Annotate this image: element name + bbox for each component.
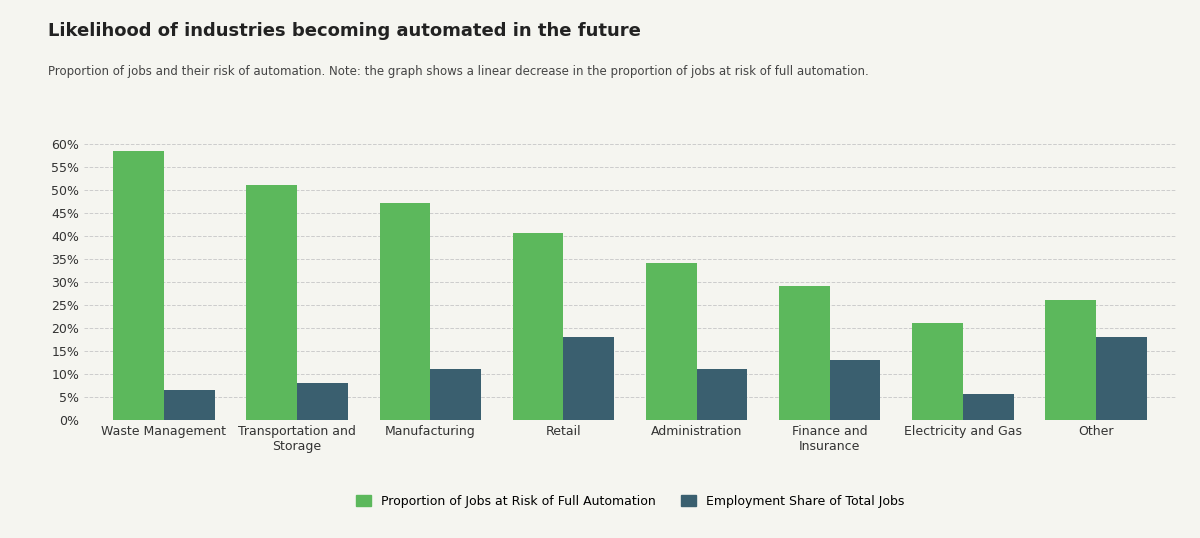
- Bar: [779, 286, 829, 420]
- Bar: [113, 151, 164, 420]
- Legend: Proportion of Jobs at Risk of Full Automation, Employment Share of Total Jobs: Proportion of Jobs at Risk of Full Autom…: [349, 489, 911, 514]
- Bar: [829, 360, 881, 420]
- Bar: [164, 390, 215, 420]
- Bar: [1096, 337, 1147, 420]
- Bar: [912, 323, 962, 420]
- Bar: [246, 185, 298, 420]
- Bar: [298, 383, 348, 420]
- Bar: [512, 233, 564, 420]
- Text: Proportion of jobs and their risk of automation. Note: the graph shows a linear : Proportion of jobs and their risk of aut…: [48, 65, 869, 77]
- Bar: [646, 263, 696, 420]
- Bar: [1045, 300, 1096, 420]
- Bar: [564, 337, 614, 420]
- Text: Likelihood of industries becoming automated in the future: Likelihood of industries becoming automa…: [48, 22, 641, 39]
- Bar: [696, 369, 748, 420]
- Bar: [379, 203, 431, 420]
- Bar: [431, 369, 481, 420]
- Bar: [962, 394, 1014, 420]
